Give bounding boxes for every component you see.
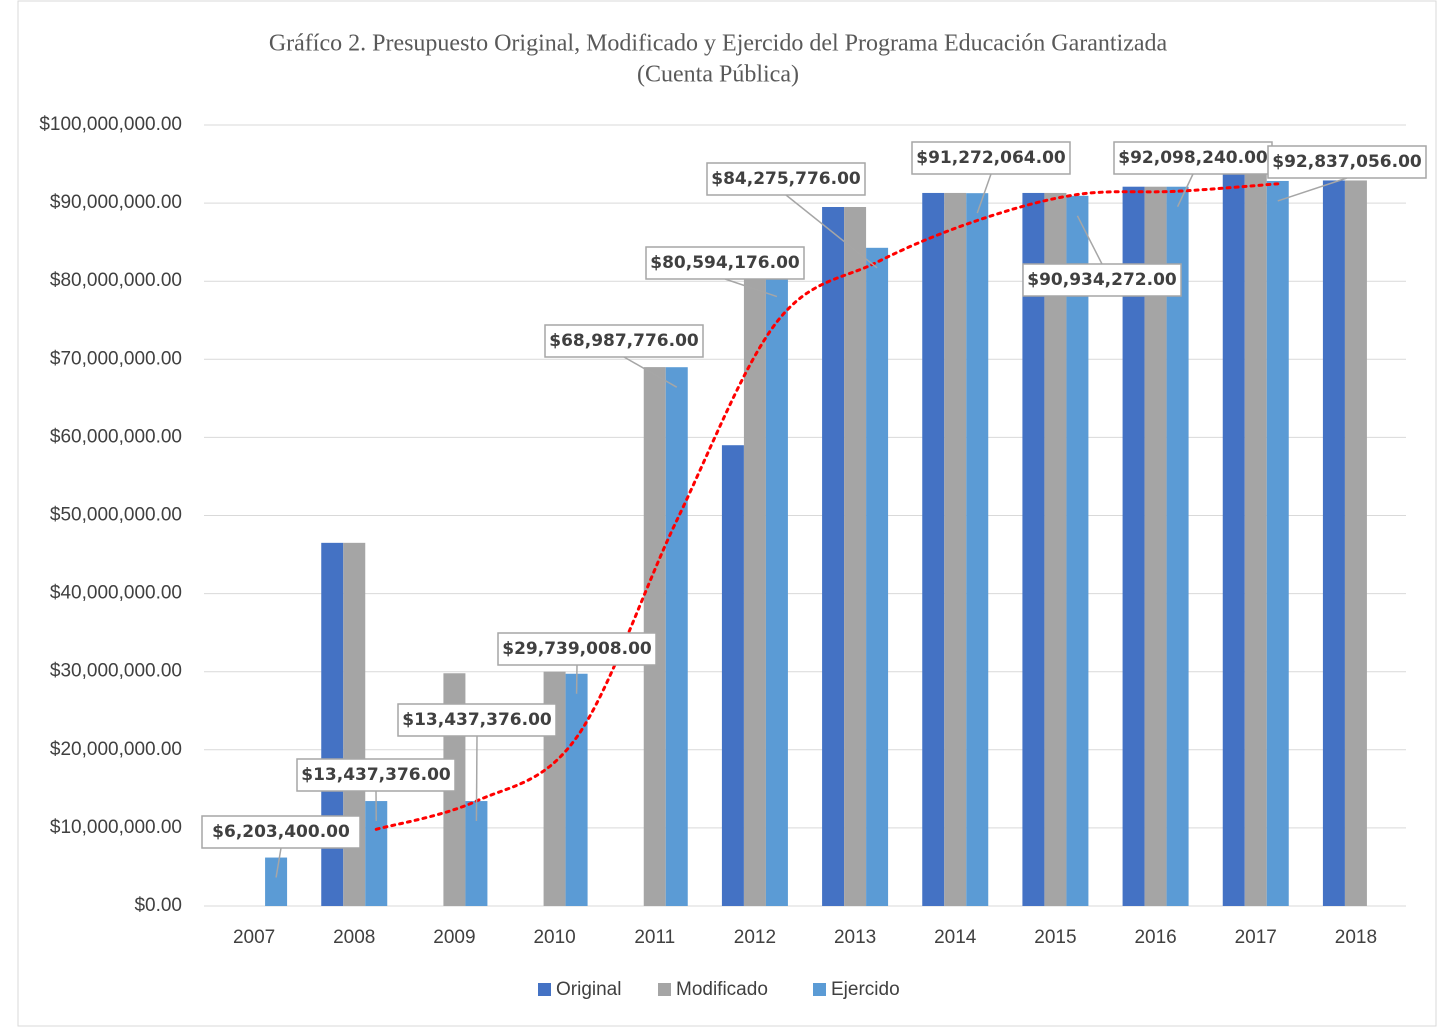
- bar: [565, 673, 588, 906]
- x-tick-label: 2018: [1335, 927, 1377, 948]
- bar: [721, 445, 744, 906]
- data-label: $84,275,776.00: [711, 169, 861, 189]
- label-box: [544, 324, 704, 358]
- bar: [465, 801, 488, 906]
- leader-line: [475, 735, 478, 822]
- x-tick-label: 2007: [233, 927, 275, 948]
- x-tick-label: 2013: [834, 927, 876, 948]
- label-box: [706, 162, 866, 196]
- bar: [1044, 192, 1067, 906]
- data-label: $13,437,376.00: [301, 765, 451, 785]
- bar: [1222, 171, 1245, 907]
- data-label: $92,837,056.00: [1272, 152, 1422, 172]
- bar: [743, 273, 766, 906]
- legend-label: Original: [556, 979, 621, 1000]
- y-tick-label: $40,000,000.00: [50, 583, 182, 604]
- trendline: [374, 182, 1280, 831]
- y-tick-label: $80,000,000.00: [50, 270, 182, 291]
- data-label: $91,272,064.00: [916, 148, 1066, 168]
- bar: [1122, 186, 1145, 907]
- leader-line: [1076, 215, 1103, 265]
- label-box: [497, 632, 657, 666]
- bar: [1066, 195, 1089, 906]
- legend-swatch: [658, 983, 671, 996]
- x-tick-label: 2008: [333, 927, 375, 948]
- x-tick-label: 2016: [1134, 927, 1176, 948]
- data-label: $92,098,240.00: [1118, 148, 1268, 168]
- bar: [922, 192, 945, 906]
- label-box: [397, 703, 557, 737]
- bar: [1166, 186, 1189, 906]
- data-label: $80,594,176.00: [650, 253, 800, 273]
- leader-line: [1176, 173, 1194, 208]
- y-tick-label: $70,000,000.00: [50, 348, 182, 369]
- bar: [1266, 180, 1289, 906]
- bar: [1144, 186, 1167, 907]
- label-box: [201, 815, 361, 849]
- legend-label: Modificado: [676, 979, 768, 1000]
- x-tick-label: 2017: [1235, 927, 1277, 948]
- bar: [343, 542, 366, 906]
- legend-label: Ejercido: [831, 979, 900, 1000]
- bar: [1344, 180, 1367, 907]
- y-tick-label: $20,000,000.00: [50, 739, 182, 760]
- legend-swatch: [813, 983, 826, 996]
- y-tick-label: $0.00: [134, 895, 182, 916]
- label-box: [1267, 145, 1427, 179]
- legend-swatch: [538, 983, 551, 996]
- leader-line: [785, 194, 878, 269]
- y-tick-label: $100,000,000.00: [39, 114, 182, 135]
- y-tick-label: $30,000,000.00: [50, 661, 182, 682]
- bar: [1022, 192, 1045, 906]
- bar: [1322, 180, 1345, 907]
- bar: [844, 207, 867, 906]
- y-tick-label: $60,000,000.00: [50, 426, 182, 447]
- x-tick-label: 2011: [634, 927, 675, 948]
- x-tick-label: 2012: [734, 927, 776, 948]
- data-label: $13,437,376.00: [402, 710, 552, 730]
- y-tick-label: $10,000,000.00: [50, 817, 182, 838]
- label-box: [1022, 263, 1182, 297]
- bar: [866, 247, 889, 907]
- leader-line: [275, 847, 282, 878]
- label-box: [296, 758, 456, 792]
- data-label: $68,987,776.00: [549, 331, 699, 351]
- leader-line: [623, 356, 678, 388]
- leader-line: [724, 278, 778, 298]
- data-label: $29,739,008.00: [502, 639, 652, 659]
- bar: [765, 276, 788, 907]
- x-tick-label: 2014: [934, 927, 977, 948]
- y-tick-label: $50,000,000.00: [50, 505, 182, 526]
- data-label: $6,203,400.00: [212, 822, 350, 842]
- bar: [265, 857, 288, 906]
- bar: [365, 801, 388, 906]
- bar: [321, 542, 344, 906]
- data-label: $90,934,272.00: [1027, 270, 1177, 290]
- bar: [1244, 171, 1267, 907]
- chart-subtitle: (Cuenta Pública): [637, 62, 799, 88]
- leader-line: [1277, 177, 1348, 202]
- bar: [944, 192, 967, 906]
- x-tick-label: 2009: [433, 927, 475, 948]
- bar: [665, 367, 688, 907]
- label-box: [1113, 141, 1273, 175]
- bar: [822, 207, 845, 906]
- chart-title: Gráfíco 2. Presupuesto Original, Modific…: [269, 31, 1168, 57]
- label-box: [911, 141, 1071, 175]
- x-tick-label: 2010: [533, 927, 575, 948]
- y-tick-label: $90,000,000.00: [50, 192, 182, 213]
- x-tick-label: 2015: [1034, 927, 1076, 948]
- bar: [966, 193, 989, 907]
- label-box: [645, 246, 805, 280]
- leader-line: [976, 173, 992, 214]
